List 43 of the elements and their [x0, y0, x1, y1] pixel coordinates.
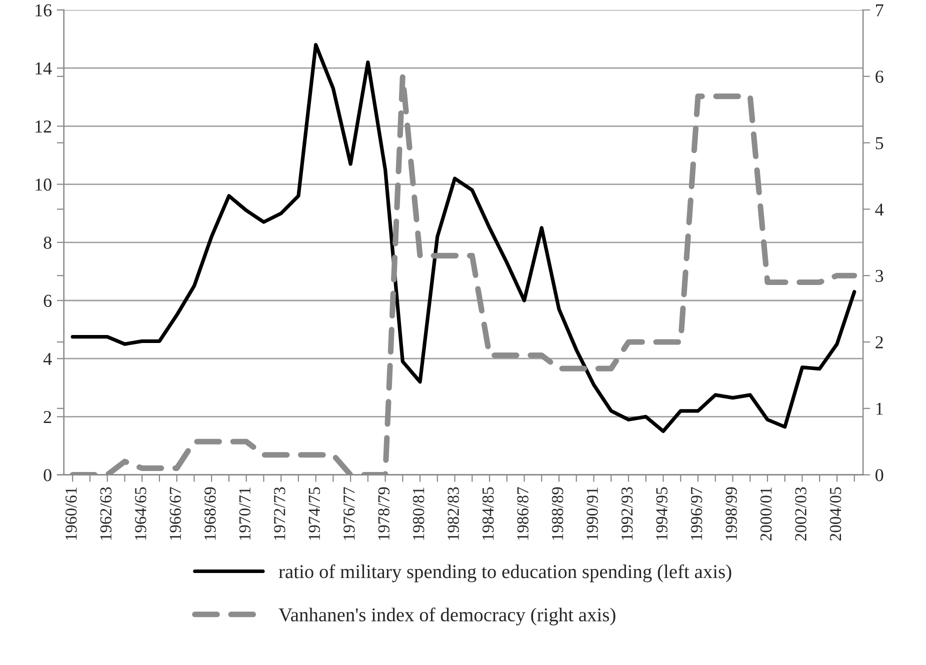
y2-tick-label: 0 [876, 469, 884, 482]
x-tick-label: 1964/65 [135, 487, 146, 540]
y2-tick-label: 2 [876, 336, 883, 348]
x-tick-label: 1984/85 [482, 487, 494, 540]
x-tick-label: 1970/71 [239, 488, 250, 540]
x-tick-label: 2004/05 [830, 487, 842, 541]
line-series [70, 43, 856, 434]
x-tick-label: 1966/67 [170, 487, 181, 540]
y2-tick-label: 7 [876, 4, 884, 16]
x-tick-label: 1986/87 [517, 487, 528, 540]
legend-label: ratio of military spending to education spending (left axis) [278, 564, 732, 582]
x-tick-label: 1988/89 [552, 487, 564, 540]
x-tick-label: 1976/77 [344, 487, 355, 540]
y-tick-label: 8 [44, 236, 52, 249]
legend-label: Vanhanen's index of democracy (right axis) [278, 608, 616, 626]
y-tick-label: 10 [36, 178, 52, 191]
y2-tick-label: 5 [876, 137, 884, 150]
x-tick-label: 1980/81 [412, 488, 424, 540]
x-tick-label: 1982/83 [448, 487, 459, 540]
x-tick-label: 1978/79 [378, 487, 390, 540]
y-tick-label: 14 [36, 62, 52, 74]
x-tick-label: 1974/75 [308, 487, 320, 540]
y-tick-label: 2 [44, 411, 52, 423]
x-tick-label: 1960/61 [66, 488, 77, 540]
x-tick-label: 1994/95 [656, 487, 668, 540]
x-tick-label: 1962/63 [100, 487, 112, 540]
y2-tick-label: 6 [876, 70, 884, 83]
y-tick-label: 6 [44, 294, 52, 307]
x-tick-label: 1972/73 [274, 487, 286, 540]
x-tick-label: 1990/91 [586, 488, 598, 540]
x-tick-label: 1968/69 [204, 487, 216, 540]
x-tick-label: 2000/01 [760, 488, 772, 541]
x-tick-label: 1996/97 [690, 487, 702, 540]
y-tick-label: 0 [44, 469, 52, 482]
x-tick-label: 1998/99 [726, 487, 737, 540]
y2-tick-label: 1 [876, 402, 883, 415]
y-tick-label: 4 [43, 352, 52, 365]
y2-tick-label: 4 [875, 204, 884, 216]
y-tick-label: 16 [36, 4, 52, 16]
x-tick-label: 2002/03 [795, 487, 806, 541]
x-tick-label: 1992/93 [621, 487, 633, 540]
y2-tick-label: 3 [876, 270, 884, 282]
y-tick-label: 12 [36, 120, 52, 132]
